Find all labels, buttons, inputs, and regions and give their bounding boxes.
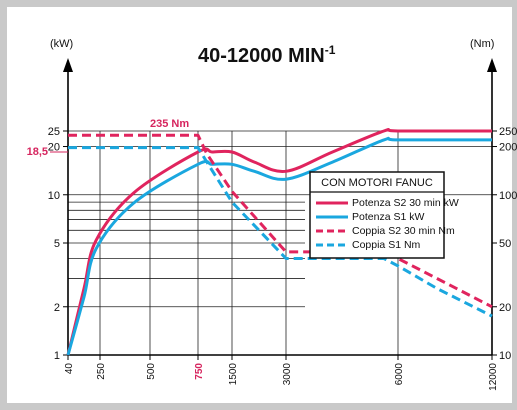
axes — [63, 58, 497, 356]
left-y-tick-label: 10 — [48, 190, 60, 202]
right-y-tick-label: 200 — [499, 142, 517, 154]
left-y-tick-label: 1 — [54, 350, 60, 362]
x-tick-label: 500 — [146, 363, 157, 380]
legend-label-1: Potenza S2 30 min kW — [352, 197, 459, 209]
legend-title: CON MOTORI FANUC — [321, 177, 433, 189]
right-y-tick-label: 100 — [499, 190, 517, 202]
x-tick-label: 1500 — [228, 363, 239, 386]
x-tick-label: 12000 — [488, 363, 499, 391]
right-axis-arrow — [487, 58, 497, 72]
left-y-highlight-label: 18,5 — [27, 146, 48, 158]
right-y-tick-label: 20 — [499, 302, 511, 314]
right-y-tick-label: 50 — [499, 238, 511, 250]
legend-label-2: Potenza S1 kW — [352, 211, 424, 223]
left-y-tick-label: 25 — [48, 126, 60, 138]
series-line-4 — [68, 146, 493, 318]
legend-label-3: Coppia S2 30 min Nm — [352, 225, 455, 237]
chart-title-superscript: -1 — [325, 43, 336, 57]
series-line-1 — [66, 127, 492, 356]
x-tick-label: 40 — [64, 363, 75, 375]
right-axis-unit: (Nm) — [470, 38, 494, 50]
right-y-tick-label: 10 — [499, 350, 511, 362]
x-tick-label: 250 — [96, 363, 107, 380]
legend-label-4: Coppia S1 Nm — [352, 239, 421, 251]
x-tick-label: 3000 — [282, 363, 293, 386]
left-axis-unit: (kW) — [50, 38, 73, 50]
right-y-tick-label: 250 — [499, 126, 517, 138]
annotation-235nm: 235 Nm — [150, 118, 189, 130]
left-y-tick-label: 20 — [48, 142, 60, 154]
chart-title: 40-12000 MIN-1 — [198, 43, 336, 67]
series-line-2 — [66, 136, 492, 356]
x-tick-label: 750 — [194, 363, 205, 380]
left-y-tick-label: 2 — [54, 302, 60, 314]
left-axis-arrow — [63, 58, 73, 72]
left-y-tick-label: 5 — [54, 238, 60, 250]
x-tick-label: 6000 — [394, 363, 405, 386]
